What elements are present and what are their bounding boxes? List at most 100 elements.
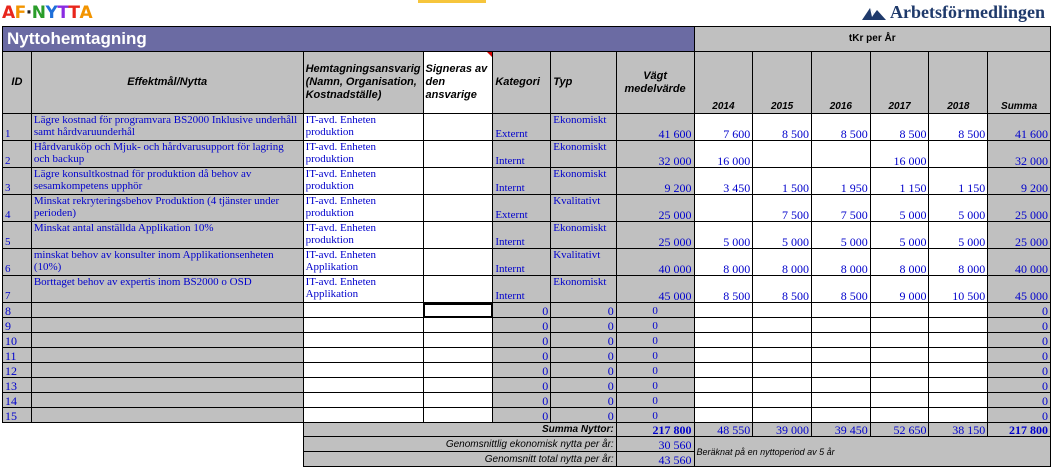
year-cell[interactable]: [811, 317, 871, 333]
kategori-cell[interactable]: 0: [492, 392, 552, 408]
ansvarig-cell[interactable]: IT-avd. Enheten produktion: [302, 113, 424, 141]
signeras-cell[interactable]: [422, 317, 494, 333]
typ-cell[interactable]: Kvalitativt: [550, 248, 617, 276]
year-cell-2015[interactable]: 5 000: [752, 221, 812, 249]
summa-cell[interactable]: 41 600: [987, 113, 1051, 141]
vagt-cell[interactable]: 0: [615, 302, 695, 318]
year-cell-2015[interactable]: 8 000: [752, 248, 812, 276]
ansvarig-cell[interactable]: [302, 362, 424, 378]
vagt-cell[interactable]: 41 600: [615, 113, 695, 141]
signeras-cell[interactable]: [422, 407, 494, 423]
year-cell-2017[interactable]: 8 000: [869, 248, 930, 276]
year-cell[interactable]: [693, 347, 754, 363]
year-cell-2018[interactable]: 5 000: [928, 221, 989, 249]
row-id[interactable]: 10: [2, 332, 32, 348]
typ-cell[interactable]: Ekonomiskt: [550, 167, 617, 195]
typ-cell[interactable]: 0: [550, 407, 617, 423]
year-cell[interactable]: [752, 377, 812, 393]
year-cell[interactable]: [869, 317, 930, 333]
row-id[interactable]: 11: [2, 347, 32, 363]
row-id[interactable]: 13: [2, 377, 32, 393]
year-cell-2018[interactable]: 5 000: [928, 194, 989, 222]
year-cell-2015[interactable]: [752, 140, 812, 168]
vagt-cell[interactable]: 0: [615, 332, 695, 348]
summa-cell[interactable]: 40 000: [987, 248, 1051, 276]
avg-econ-value[interactable]: 30 560: [615, 436, 695, 452]
year-cell[interactable]: [752, 407, 812, 423]
kategori-cell[interactable]: Internt: [492, 275, 552, 303]
row-id[interactable]: 9: [2, 317, 32, 333]
vagt-cell[interactable]: 0: [615, 407, 695, 423]
year-cell-2015[interactable]: 1 500: [752, 167, 812, 195]
year-cell-2017[interactable]: 16 000: [869, 140, 930, 168]
ansvarig-cell[interactable]: IT-avd. Enheten produktion: [302, 221, 424, 249]
signeras-cell[interactable]: [422, 332, 494, 348]
summa-cell[interactable]: 25 000: [987, 194, 1051, 222]
kategori-cell[interactable]: Internt: [492, 221, 552, 249]
typ-cell[interactable]: 0: [550, 377, 617, 393]
year-cell[interactable]: [928, 377, 989, 393]
year-cell-2018[interactable]: 8 000: [928, 248, 989, 276]
row-id[interactable]: 7: [2, 275, 32, 303]
total-2016[interactable]: 39 450: [811, 422, 871, 437]
signeras-cell[interactable]: [422, 377, 494, 393]
year-cell-2016[interactable]: 5 000: [811, 221, 871, 249]
row-id[interactable]: 2: [2, 140, 32, 168]
year-cell[interactable]: [752, 347, 812, 363]
total-2015[interactable]: 39 000: [752, 422, 812, 437]
typ-cell[interactable]: Kvalitativt: [550, 194, 617, 222]
year-cell-2016[interactable]: 8 500: [811, 113, 871, 141]
row-id[interactable]: 12: [2, 362, 32, 378]
summa-cell[interactable]: 0: [987, 332, 1051, 348]
vagt-cell[interactable]: 0: [615, 317, 695, 333]
year-cell[interactable]: [869, 407, 930, 423]
effektmal-cell[interactable]: Lägre kostnad för programvara BS2000 Ink…: [30, 113, 304, 141]
year-cell[interactable]: [928, 302, 989, 318]
total-2018[interactable]: 38 150: [928, 422, 989, 437]
ansvarig-cell[interactable]: IT-avd. Enheten produktion: [302, 194, 424, 222]
year-cell[interactable]: [811, 392, 871, 408]
vagt-cell[interactable]: 9 200: [615, 167, 695, 195]
total-2017[interactable]: 52 650: [869, 422, 930, 437]
ansvarig-cell[interactable]: IT-avd. Enheten produktion: [302, 167, 424, 195]
kategori-cell[interactable]: 0: [492, 362, 552, 378]
year-cell[interactable]: [752, 317, 812, 333]
year-cell[interactable]: [752, 302, 812, 318]
year-cell-2016[interactable]: 1 950: [811, 167, 871, 195]
row-id[interactable]: 8: [2, 302, 32, 318]
year-cell-2017[interactable]: 1 150: [869, 167, 930, 195]
summa-cell[interactable]: 0: [987, 347, 1051, 363]
signeras-cell[interactable]: [422, 167, 494, 195]
summa-cell[interactable]: 0: [987, 317, 1051, 333]
year-cell-2015[interactable]: 8 500: [752, 275, 812, 303]
typ-cell[interactable]: 0: [550, 332, 617, 348]
signeras-cell[interactable]: [422, 221, 494, 249]
effektmal-cell[interactable]: [30, 392, 304, 408]
summa-cell[interactable]: 0: [987, 407, 1051, 423]
signeras-cell[interactable]: [422, 347, 494, 363]
typ-cell[interactable]: Ekonomiskt: [550, 113, 617, 141]
effektmal-cell[interactable]: Hårdvaruköp och Mjuk- och hårdvarusuppor…: [30, 140, 304, 168]
summa-cell[interactable]: 0: [987, 302, 1051, 318]
summa-cell[interactable]: 45 000: [987, 275, 1051, 303]
year-cell-2016[interactable]: 8 000: [811, 248, 871, 276]
typ-cell[interactable]: Ekonomiskt: [550, 140, 617, 168]
year-cell-2014[interactable]: 7 600: [693, 113, 754, 141]
year-cell[interactable]: [811, 302, 871, 318]
kategori-cell[interactable]: Externt: [492, 194, 552, 222]
vagt-cell[interactable]: 25 000: [615, 221, 695, 249]
year-cell[interactable]: [811, 377, 871, 393]
ansvarig-cell[interactable]: [302, 302, 424, 318]
ansvarig-cell[interactable]: [302, 317, 424, 333]
vagt-cell[interactable]: 0: [615, 377, 695, 393]
row-id[interactable]: 6: [2, 248, 32, 276]
signeras-cell[interactable]: [422, 194, 494, 222]
row-id[interactable]: 3: [2, 167, 32, 195]
year-cell[interactable]: [928, 317, 989, 333]
typ-cell[interactable]: 0: [550, 317, 617, 333]
summa-cell[interactable]: 9 200: [987, 167, 1051, 195]
year-cell[interactable]: [693, 317, 754, 333]
row-id[interactable]: 5: [2, 221, 32, 249]
total-summa[interactable]: 217 800: [987, 422, 1051, 437]
year-cell-2018[interactable]: 1 150: [928, 167, 989, 195]
